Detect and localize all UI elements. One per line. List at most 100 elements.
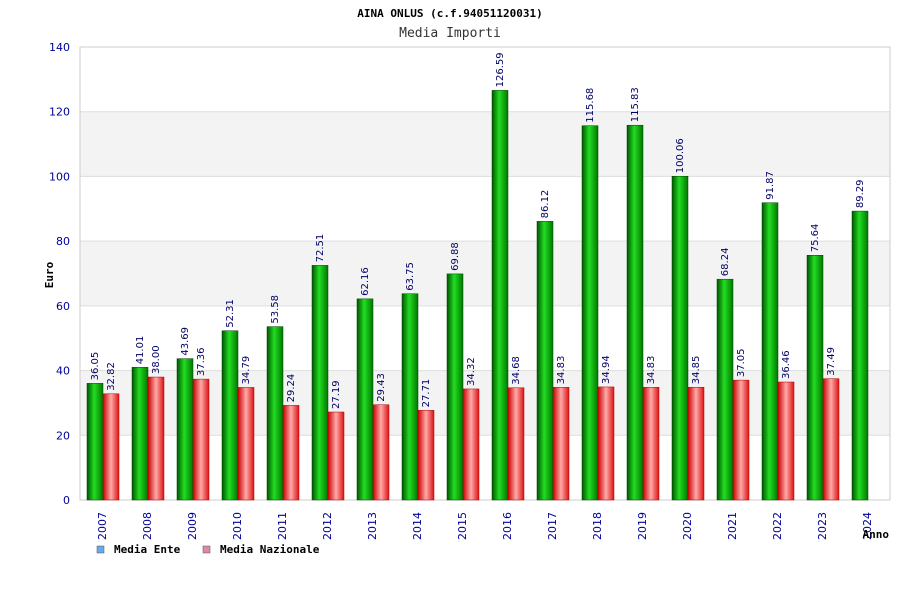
x-axis-label: Anno [863, 528, 890, 541]
x-tick-label: 2012 [321, 512, 334, 540]
bar-media-ente-2018 [581, 125, 599, 501]
legend-label-media-ente: Media Ente [114, 543, 181, 556]
chart-subtitle: Media Importi [399, 26, 501, 41]
bar-media-nazionale-2015 [462, 388, 480, 501]
bar-media-nazionale-2008 [147, 376, 165, 501]
bar-media-ente-2007 [86, 383, 104, 501]
bar-media-ente-2019 [626, 124, 644, 501]
x-tick-label: 2014 [411, 512, 424, 540]
grid-band [80, 370, 890, 436]
bar-media-ente-2015 [446, 273, 464, 501]
value-label: 52.31 [225, 299, 236, 328]
x-tick-label: 2023 [816, 512, 829, 540]
bar-media-nazionale-2017 [552, 387, 570, 501]
chart-title: AINA ONLUS (c.f.94051120031) [357, 7, 542, 20]
value-label: 37.49 [826, 347, 837, 376]
value-label: 115.83 [630, 87, 641, 122]
value-label: 34.94 [601, 355, 612, 384]
value-label: 126.59 [495, 52, 506, 87]
value-label: 86.12 [540, 190, 551, 219]
legend-swatch-media-ente [96, 545, 105, 554]
value-label: 34.68 [511, 356, 522, 385]
y-tick-label: 0 [63, 494, 70, 507]
bar-media-ente-2023 [806, 255, 824, 501]
x-tick-label: 2007 [96, 512, 109, 540]
value-label: 100.06 [675, 138, 686, 173]
value-label: 62.16 [360, 267, 371, 296]
value-label: 27.71 [421, 379, 432, 408]
bar-media-nazionale-2023 [822, 378, 840, 501]
value-labels: 36.05 32.82 41.01 38.00 43.69 37.36 52.31 34.79… [90, 52, 866, 409]
value-label: 29.24 [286, 374, 297, 403]
value-label: 27.19 [331, 380, 342, 409]
value-label: 38.00 [151, 345, 162, 374]
y-tick-label: 60 [56, 300, 70, 313]
value-label: 89.29 [855, 179, 866, 208]
bar-media-ente-2022 [761, 202, 779, 501]
x-tick-label: 2011 [276, 512, 289, 540]
legend-label-media-nazionale: Media Nazionale [220, 543, 320, 556]
bar-media-ente-2013 [356, 298, 374, 501]
value-label: 63.75 [405, 262, 416, 291]
x-tick-label: 2022 [771, 512, 784, 540]
value-label: 34.83 [646, 356, 657, 385]
bar-media-ente-2024 [851, 210, 869, 501]
value-label: 68.24 [720, 248, 731, 277]
value-label: 91.87 [765, 171, 776, 200]
y-tick-label: 20 [56, 429, 70, 442]
plot-frame [79, 46, 891, 501]
bars [86, 90, 869, 501]
bar-media-ente-2010 [221, 330, 239, 501]
bar-media-nazionale-2022 [777, 381, 795, 501]
bar-media-ente-2011 [266, 326, 284, 501]
value-label: 75.64 [810, 224, 821, 253]
value-label: 72.51 [315, 234, 326, 263]
bar-media-ente-2016 [491, 90, 509, 501]
value-label: 69.88 [450, 242, 461, 271]
legend-swatch-media-nazionale [202, 545, 211, 554]
bar-media-nazionale-2009 [192, 378, 210, 501]
value-label: 36.46 [781, 350, 792, 379]
bar-media-nazionale-2010 [237, 387, 255, 501]
value-label: 37.36 [196, 347, 207, 376]
y-axis-label: Euro [43, 261, 56, 288]
value-label: 34.85 [691, 356, 702, 385]
x-tick-label: 2018 [591, 512, 604, 540]
legend: Media Ente Media Nazionale [96, 543, 320, 556]
bar-media-ente-2017 [536, 221, 554, 501]
bar-media-nazionale-2021 [732, 379, 750, 501]
value-label: 41.01 [135, 336, 146, 365]
x-tick-label: 2015 [456, 512, 469, 540]
value-label: 34.79 [241, 356, 252, 385]
y-tick-label: 120 [49, 106, 70, 119]
x-tick-label: 2016 [501, 512, 514, 540]
value-label: 53.58 [270, 295, 281, 324]
x-tick-label: 2010 [231, 512, 244, 540]
value-label: 29.43 [376, 373, 387, 402]
x-tick-label: 2009 [186, 512, 199, 540]
bar-media-ente-2008 [131, 367, 149, 501]
bar-media-ente-2009 [176, 358, 194, 501]
x-tick-label: 2013 [366, 512, 379, 540]
bar-media-nazionale-2019 [642, 387, 660, 501]
y-tick-label: 40 [56, 365, 70, 378]
value-label: 115.68 [585, 88, 596, 123]
y-tick-label: 140 [49, 41, 70, 54]
value-label: 37.05 [736, 348, 747, 377]
x-tick-label: 2008 [141, 512, 154, 540]
bar-media-nazionale-2013 [372, 404, 390, 501]
grid-band [80, 111, 890, 177]
bar-media-nazionale-2018 [597, 386, 615, 501]
x-axis: 2007 2008 2009 2010 2011 2012 2013 2014 2015 2016… [96, 512, 874, 540]
value-label: 32.82 [106, 362, 117, 391]
bar-media-ente-2021 [716, 278, 734, 501]
grid-band [80, 241, 890, 306]
value-label: 34.32 [466, 357, 477, 386]
bar-media-ente-2014 [401, 293, 419, 501]
bar-media-nazionale-2016 [507, 387, 525, 501]
bar-media-ente-2020 [671, 175, 689, 501]
bar-media-nazionale-2007 [102, 393, 120, 501]
value-label: 43.69 [180, 327, 191, 356]
x-tick-label: 2020 [681, 512, 694, 540]
